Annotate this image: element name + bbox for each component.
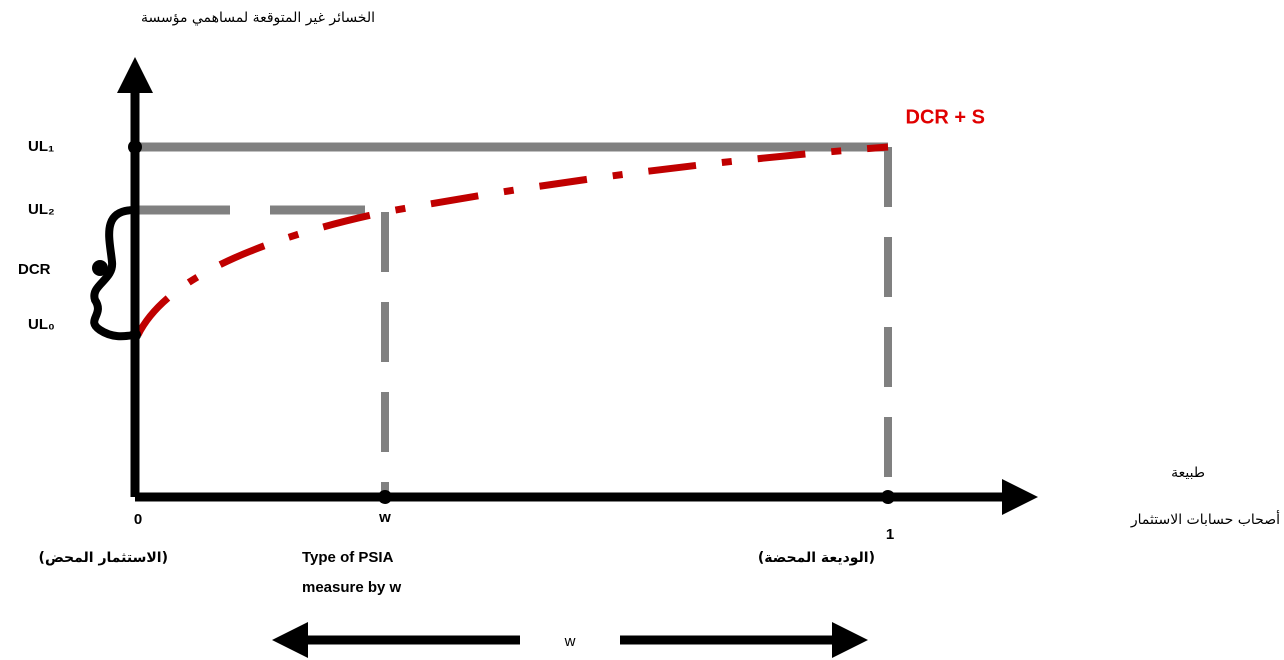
w-dot bbox=[378, 490, 392, 504]
x-point: 1 bbox=[886, 526, 894, 543]
ul1-dot bbox=[128, 140, 142, 154]
y-label: DCR bbox=[18, 261, 51, 278]
x-note: Type of PSIA bbox=[302, 549, 394, 566]
x-point: w bbox=[378, 509, 391, 526]
y-label: UL₂ bbox=[28, 201, 55, 218]
x-axis-title: طبيعة bbox=[1171, 465, 1205, 481]
curve-label: DCR + S bbox=[906, 106, 985, 128]
y-label: UL₁ bbox=[28, 138, 54, 155]
dcr-s-curve bbox=[134, 143, 889, 337]
dcr-brace bbox=[90, 206, 136, 341]
x-point: 0 bbox=[134, 511, 142, 528]
y-label: UL₀ bbox=[28, 316, 55, 333]
y-axis-title: الخسائر غير المتوقعة لمساهمي مؤسسة bbox=[141, 10, 375, 26]
dcr-dot bbox=[92, 260, 108, 276]
x-note: (الاستثمار المحض) bbox=[39, 550, 168, 566]
x-axis-title: أصحاب حسابات الاستثمار bbox=[1130, 510, 1280, 528]
range-label: w bbox=[564, 633, 576, 650]
x-note: (الوديعة المحضة) bbox=[758, 550, 875, 566]
one-dot bbox=[881, 490, 895, 504]
x-note: measure by w bbox=[302, 579, 402, 596]
